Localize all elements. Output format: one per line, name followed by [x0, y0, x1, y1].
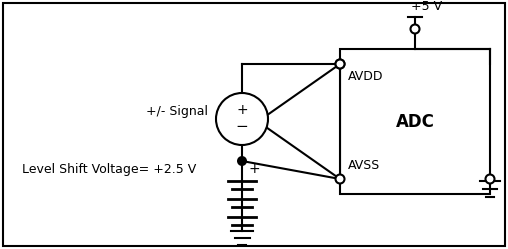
Circle shape [216, 93, 268, 145]
Text: +: + [236, 103, 248, 117]
Text: +: + [249, 162, 261, 176]
Text: AVSS: AVSS [348, 159, 380, 172]
Polygon shape [258, 64, 340, 179]
Circle shape [237, 156, 247, 166]
Text: +/- Signal: +/- Signal [146, 105, 208, 118]
Circle shape [486, 175, 494, 184]
Circle shape [335, 60, 344, 68]
Circle shape [335, 175, 344, 184]
Text: −: − [236, 119, 248, 133]
Bar [340, 49, 490, 194]
Circle shape [335, 60, 344, 68]
Text: ADC: ADC [396, 113, 434, 130]
Circle shape [410, 24, 420, 34]
Text: AVDD: AVDD [348, 69, 384, 82]
Text: +5 V: +5 V [411, 0, 442, 13]
Text: Level Shift Voltage= +2.5 V: Level Shift Voltage= +2.5 V [22, 163, 196, 176]
